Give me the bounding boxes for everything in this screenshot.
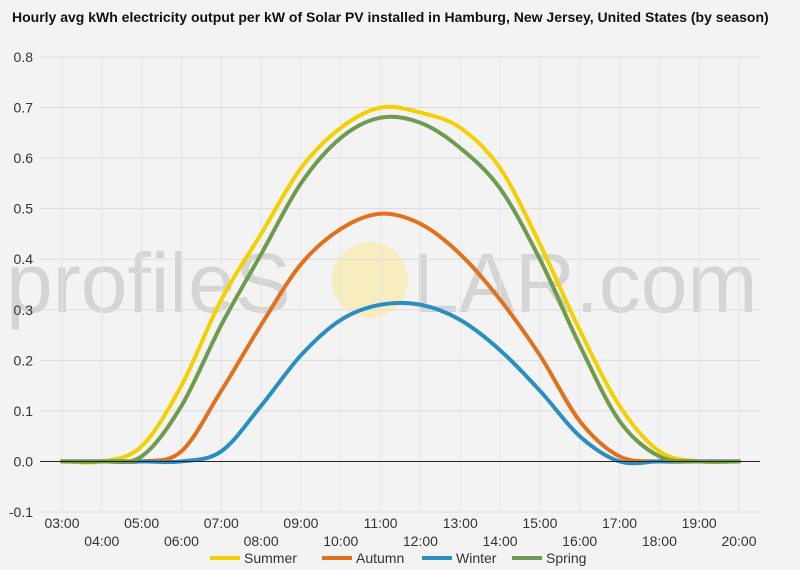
y-tick-label: 0.3 [14,302,34,318]
grid-layer [40,56,760,513]
x-tick-label: 17:00 [602,515,637,531]
x-tick-label: 12:00 [403,533,438,549]
y-tick-label: 0.0 [14,453,34,469]
x-tick-label: 06:00 [164,533,199,549]
legend-label-autumn: Autumn [356,550,404,566]
x-tick-label: 10:00 [323,533,358,549]
y-tick-label: 0.5 [14,201,34,217]
chart-title: Hourly avg kWh electricity output per kW… [12,9,769,25]
legend-label-winter: Winter [456,550,497,566]
x-tick-label: 11:00 [364,515,398,531]
axis-layer: -0.1 0.0 0.1 0.2 0.3 0.4 0.5 0.6 0.7 0.8 03:00 04:0… [9,49,760,549]
legend-label-summer: Summer [244,550,297,566]
series-line-autumn [60,211,741,465]
series-line-summer [60,104,741,465]
x-tick-label: 13:00 [443,515,478,531]
x-tick-label: 14:00 [483,533,518,549]
x-tick-label: 04:00 [84,533,119,549]
y-tick-label: 0.2 [14,352,34,368]
y-tick-label: 0.4 [14,251,34,267]
watermark-right: LAR.com [412,236,757,330]
y-tick-label: 0.7 [14,100,34,116]
x-tick-label: 16:00 [562,533,597,549]
y-tick-label: 0.1 [14,403,34,419]
x-tick-label: 20:00 [721,533,756,549]
watermark: profileS LAR.com [6,236,757,330]
x-tick-label: 07:00 [204,515,239,531]
watermark-left: profileS [6,236,291,330]
x-tick-label: 09:00 [283,515,318,531]
x-tick-label: 05:00 [124,515,159,531]
x-tick-label: 15:00 [522,515,557,531]
x-tick-label: 18:00 [642,533,677,549]
series-line-spring [60,114,741,465]
y-tick-label: -0.1 [9,504,33,520]
y-tick-label: 0.8 [14,49,34,65]
x-tick-label: 19:00 [682,515,717,531]
watermark-sun-icon [332,242,408,318]
legend-label-spring: Spring [546,550,586,566]
x-tick-label: 03:00 [44,515,79,531]
y-tick-label: 0.6 [14,150,34,166]
x-tick-label: 08:00 [244,533,279,549]
legend: Summer Autumn Winter Spring [210,550,586,566]
